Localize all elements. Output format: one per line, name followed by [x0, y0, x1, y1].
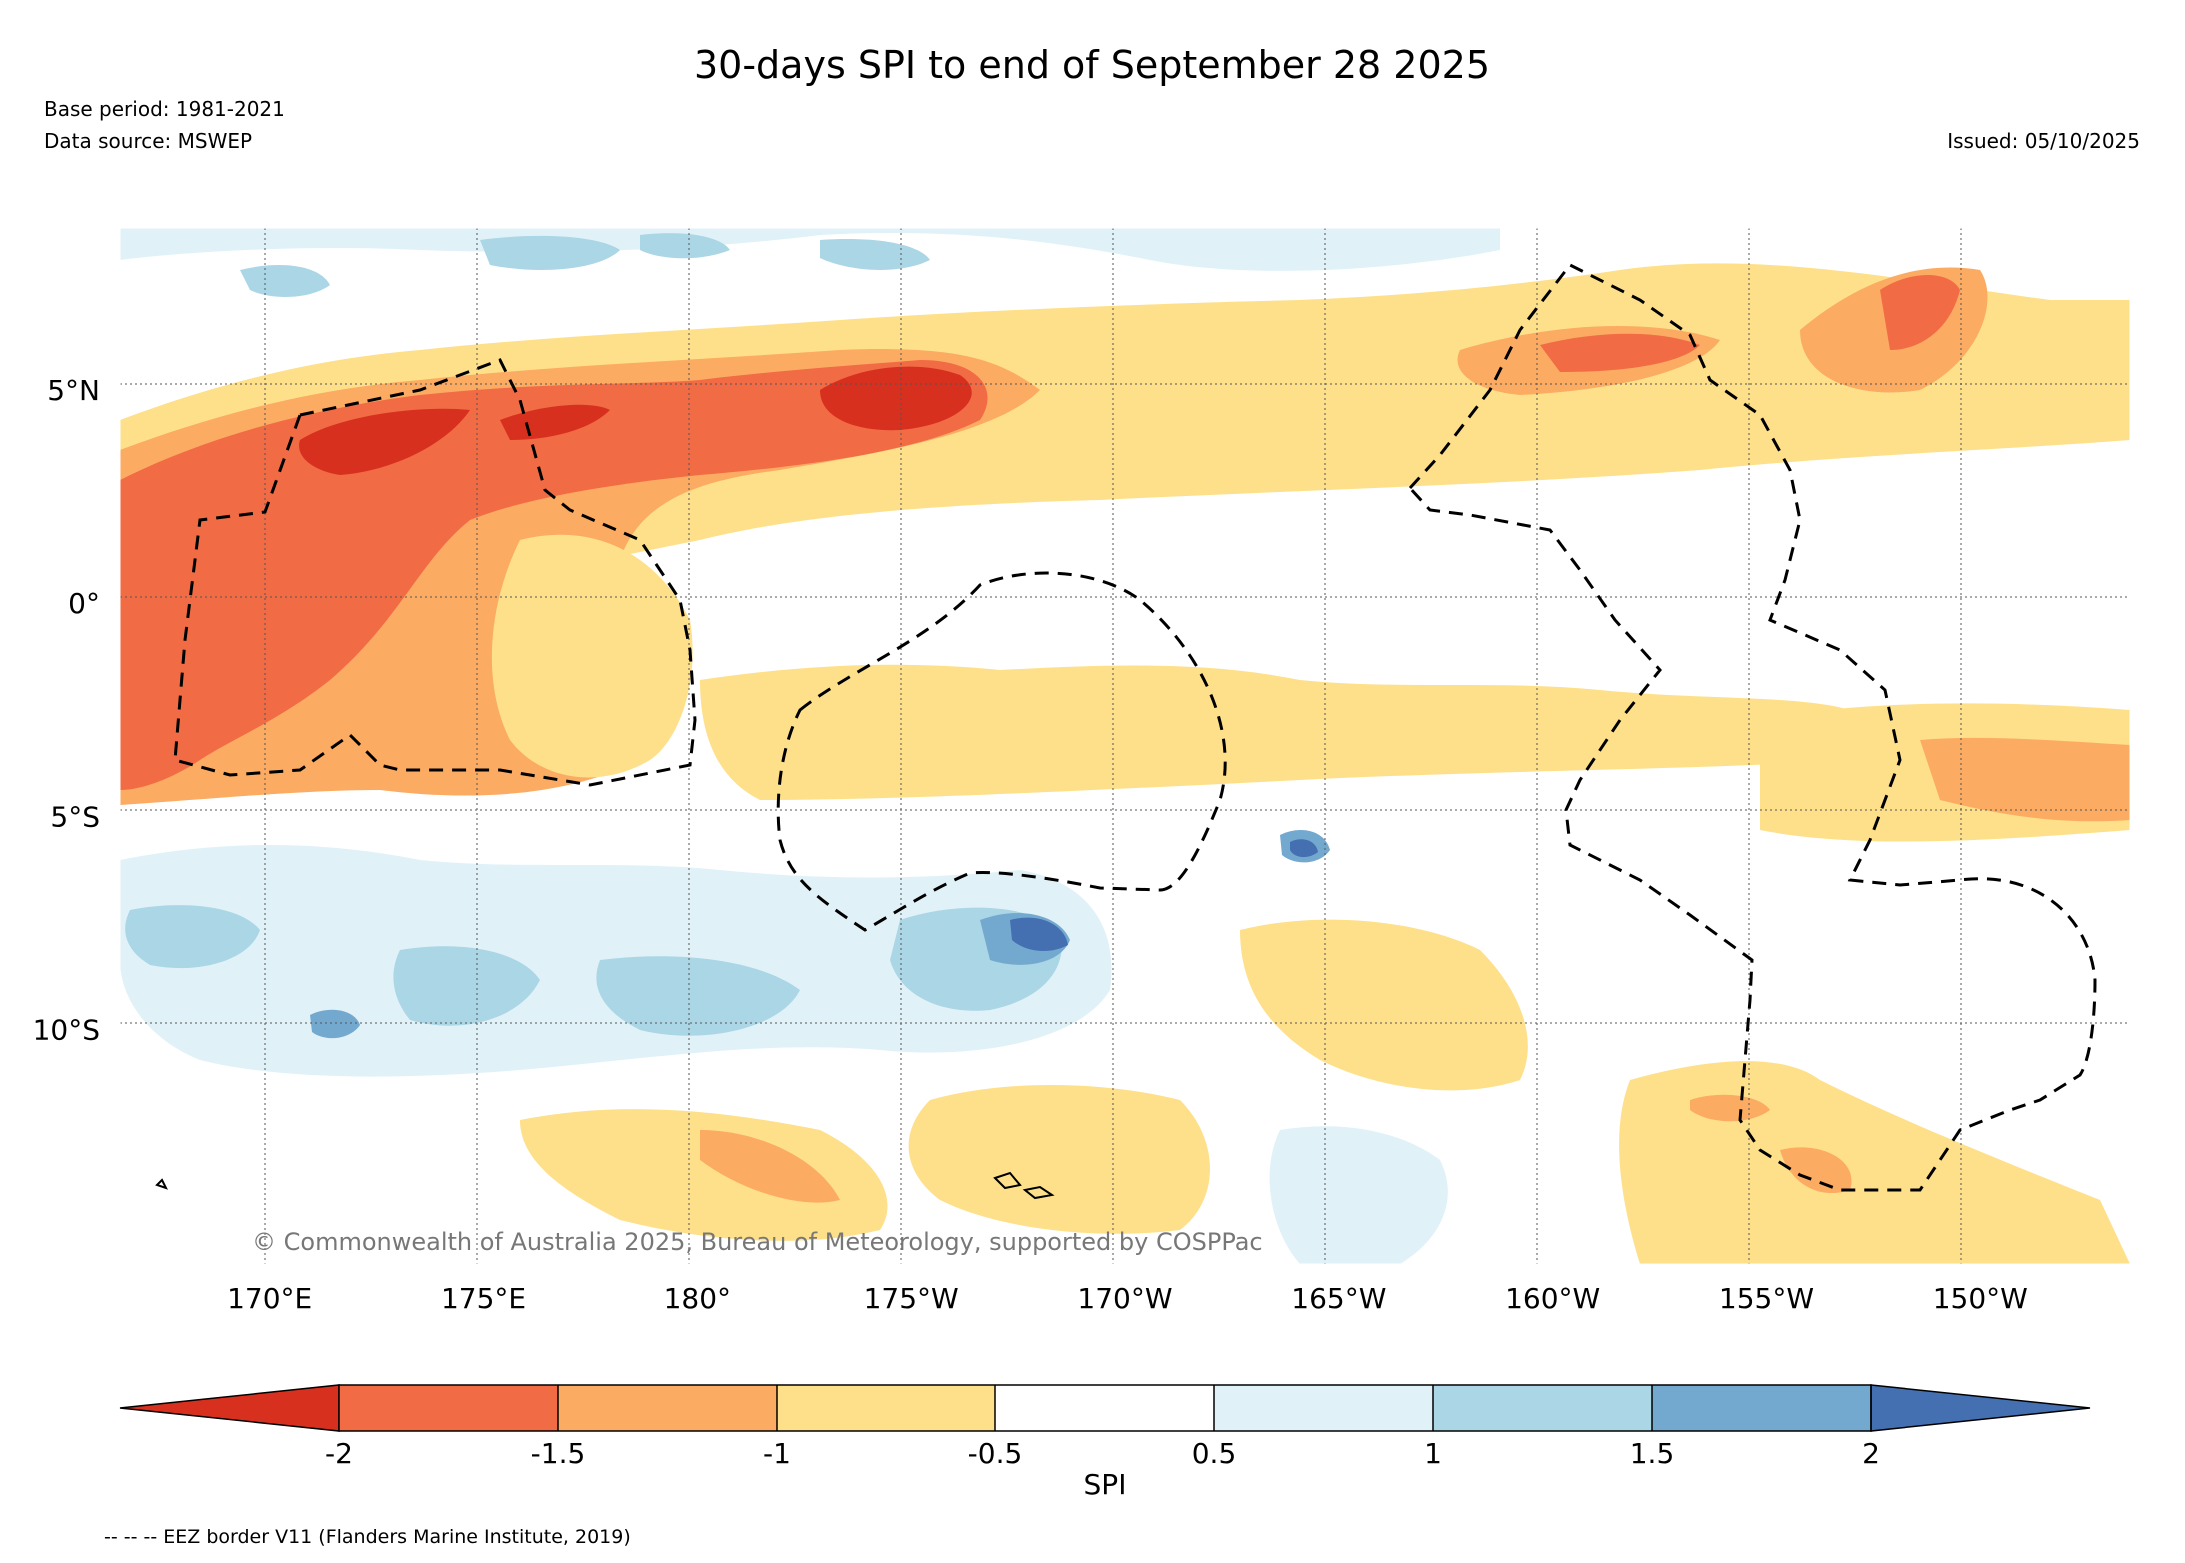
- data-source: Data source: MSWEP: [44, 129, 252, 153]
- lon-tick-label: 170°W: [1077, 1282, 1172, 1315]
- lon-tick-label: 175°W: [864, 1282, 959, 1315]
- spi-band-dry-south-central: [520, 919, 2130, 1264]
- eez-border-kiribati-gilberts: [173, 358, 697, 787]
- spi-band-dry-southeast: [1920, 737, 2130, 822]
- eez-borders: [173, 263, 2097, 1192]
- map-title: 30-days SPI to end of September 28 2025: [694, 43, 1490, 87]
- spi-band-wet-extreme: [1010, 839, 1318, 952]
- spi-band-wet-north: [120, 228, 1500, 271]
- colorbar-bin-1.5-2: [1652, 1385, 1871, 1431]
- colorbar-bin-2-1.5: [339, 1385, 558, 1431]
- longitude-labels: 170°E 175°E 180° 175°W 170°W 165°W 160°W 155°W 1…: [227, 1282, 2028, 1315]
- colorbar-tick: 1: [1424, 1437, 1442, 1470]
- copyright-notice: © Commonwealth of Australia 2025, Bureau…: [252, 1228, 1263, 1256]
- island-nauru: [155, 1178, 168, 1190]
- lon-tick-label: 175°E: [441, 1282, 526, 1315]
- colorbar-outline: [338, 1384, 1872, 1432]
- spi-band-dry-extreme: [299, 366, 972, 475]
- spi-band-wet-north-mid: [240, 233, 930, 297]
- spi-band-dry-ne-strong: [1540, 275, 1960, 372]
- spi-field: [120, 228, 2130, 1264]
- eez-border-phoenix-islands: [776, 571, 1227, 932]
- colorbar: -2 -1.5 -1 -0.5 0.5 1 1.5 2 SPI: [119, 1384, 2091, 1501]
- spi-band-dry-south-moderate: [700, 1094, 1852, 1203]
- colorbar-tick: 2: [1862, 1437, 1880, 1470]
- eez-border-line-islands: [1407, 263, 2097, 1192]
- islands: [155, 1171, 1055, 1200]
- lat-tick-label: 5°N: [47, 374, 100, 407]
- colorbar-bin-neutral: [995, 1385, 1214, 1431]
- base-period: Base period: 1981-2021: [44, 97, 285, 121]
- lon-tick-label: 180°: [664, 1282, 731, 1315]
- colorbar-tick: 0.5: [1192, 1437, 1237, 1470]
- colorbar-bin-0.5-1: [1214, 1385, 1433, 1431]
- colorbar-tick: 1.5: [1630, 1437, 1675, 1470]
- colorbar-extend-low: [119, 1384, 340, 1432]
- issued-date: Issued: 05/10/2025: [1947, 129, 2140, 153]
- lat-tick-label: 10°S: [33, 1014, 100, 1047]
- colorbar-bin-1.5-1: [558, 1385, 777, 1431]
- lon-tick-label: 170°E: [227, 1282, 312, 1315]
- island-samoa-upolu: [993, 1171, 1022, 1190]
- spi-band-wet-south-mid: [125, 905, 1062, 1036]
- graticule: [120, 228, 2130, 1264]
- colorbar-tick: -0.5: [968, 1437, 1023, 1470]
- map-frame: [119, 227, 2131, 1265]
- lon-tick-label: 160°W: [1505, 1282, 1600, 1315]
- lat-tick-label: 5°S: [50, 800, 100, 833]
- colorbar-tick: -1.5: [531, 1437, 586, 1470]
- lat-tick-label: 0°: [68, 587, 100, 620]
- colorbar-bin-1-1.5: [1433, 1385, 1652, 1431]
- colorbar-extend-high: [1870, 1384, 2091, 1432]
- lon-tick-label: 155°W: [1719, 1282, 1814, 1315]
- island-samoa-savaii: [1022, 1185, 1055, 1200]
- map-area: © Commonwealth of Australia 2025, Bureau…: [119, 227, 2131, 1265]
- eez-footnote: -- -- -- EEZ border V11 (Flanders Marine…: [104, 1526, 631, 1548]
- colorbar-tick: -1: [763, 1437, 791, 1470]
- colorbar-bin-1-0.5: [777, 1385, 995, 1431]
- lon-tick-label: 165°W: [1291, 1282, 1386, 1315]
- latitude-labels: 5°N 0° 5°S 10°S: [33, 374, 100, 1047]
- colorbar-tick: -2: [325, 1437, 353, 1470]
- lon-tick-label: 150°W: [1933, 1282, 2028, 1315]
- colorbar-label: SPI: [1084, 1468, 1127, 1501]
